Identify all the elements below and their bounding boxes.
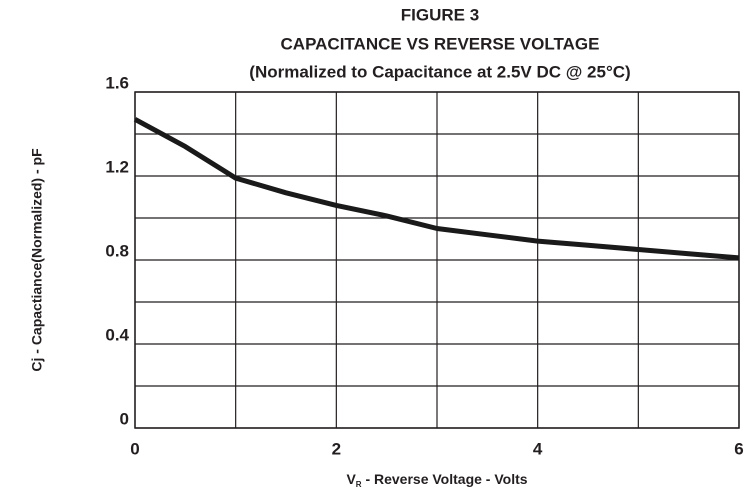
chart-title: (Normalized to Capacitance at 2.5V DC @ … [249,62,630,81]
x-axis-label: - Reverse Voltage - Volts [362,471,528,487]
x-tick-label: 2 [332,439,341,458]
x-tick-label: 0 [130,439,139,458]
x-axis-label: V [346,471,356,487]
y-tick-label: 1.2 [105,157,129,176]
y-tick-label: 0.4 [105,325,129,344]
x-tick-label: 6 [734,439,743,458]
x-axis-label: R [356,480,362,489]
x-axis-label: VR - Reverse Voltage - Volts [346,471,527,489]
chart-title: FIGURE 3 [401,5,479,24]
plot-frame [134,91,740,429]
x-tick-label: 4 [533,439,543,458]
chart-title: CAPACITANCE VS REVERSE VOLTAGE [281,34,600,53]
y-tick-label: 0 [120,409,129,428]
line-series [133,117,740,261]
y-tick-label: 1.6 [105,73,129,92]
y-axis-label: Cj - Capactiance(Normalized) - pF [29,148,45,372]
y-tick-label: 0.8 [105,241,129,260]
